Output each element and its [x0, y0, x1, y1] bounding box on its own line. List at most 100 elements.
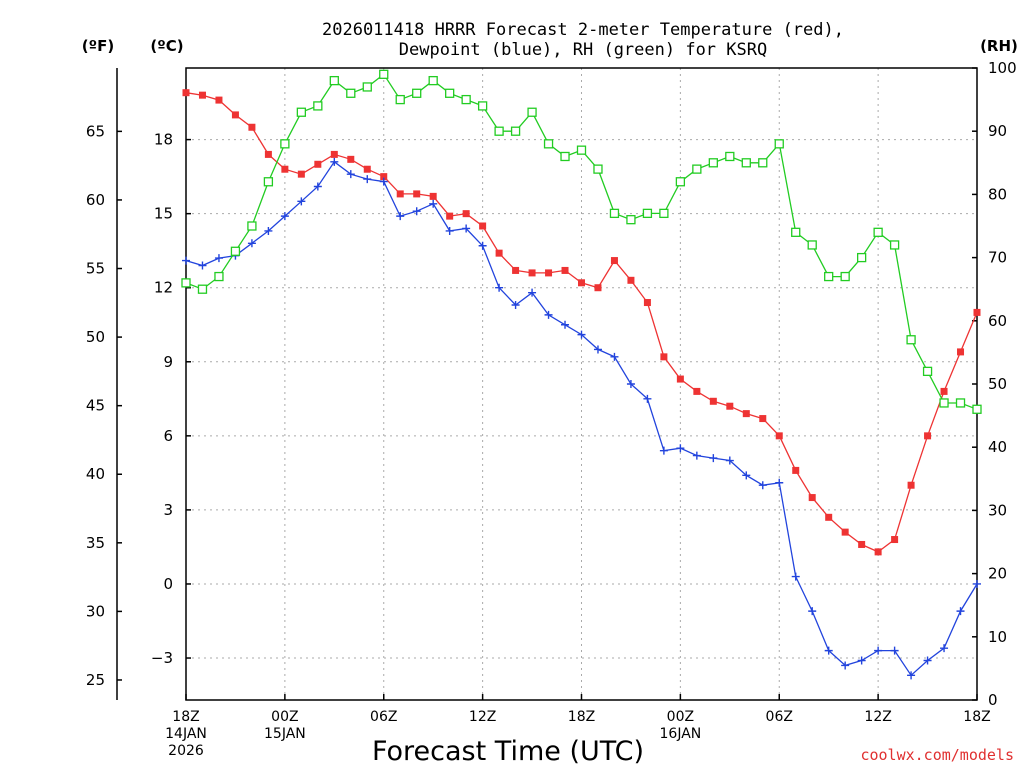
dewpoint-point	[297, 197, 306, 206]
temperature-point	[957, 348, 965, 356]
rh-axis: 0 10 20 30 40 50 60 70 80 90 100	[972, 59, 1017, 709]
celsius-unit-label: (ºC)	[150, 37, 183, 55]
rh-point	[642, 208, 653, 219]
dewpoint-point	[412, 207, 421, 216]
plot-frame	[185, 67, 978, 701]
temperature-point	[413, 190, 421, 198]
temperature-point	[248, 123, 256, 131]
rh-point	[972, 404, 982, 414]
gridlines	[186, 68, 977, 700]
rh-point	[477, 101, 488, 111]
temperature-point	[462, 210, 470, 218]
dewpoint-point	[495, 283, 504, 292]
x-tick-label: 06Z	[766, 709, 793, 725]
dewpoint-point	[890, 646, 899, 655]
dewpoint-point	[330, 157, 339, 166]
rh-point	[247, 221, 257, 231]
dewpoint-point	[841, 661, 850, 670]
temperature-point	[314, 160, 322, 168]
rh-point	[659, 208, 669, 219]
dewpoint-point	[198, 261, 207, 270]
temperature-point	[594, 284, 602, 292]
rh-point	[494, 126, 504, 136]
temperature-point	[380, 173, 388, 181]
dewpoint-point	[973, 579, 981, 588]
rh-point	[626, 215, 636, 225]
credit-link[interactable]: coolwx.com/models	[860, 746, 1014, 764]
f-tick-label: 50	[86, 328, 105, 346]
dewpoint-point	[346, 170, 355, 179]
rh-point	[939, 398, 949, 408]
rh-line	[185, 73, 978, 410]
dewpoint-point	[907, 671, 916, 680]
rh-point	[955, 398, 966, 408]
dewpoint-point	[742, 471, 751, 480]
rh-point	[263, 177, 274, 187]
dewpoint-point	[429, 199, 438, 208]
rh-point	[576, 145, 587, 155]
x-tick-label: 00Z	[667, 709, 694, 725]
temperature-point	[495, 249, 503, 257]
temperature-point	[874, 548, 882, 556]
temperature-point	[264, 150, 272, 158]
dewpoint-point	[676, 444, 685, 453]
dewpoint-point	[478, 241, 487, 250]
dewpoint-point	[940, 644, 949, 653]
chart-title-line2: Dewpoint (blue), RH (green) for KSRQ	[399, 40, 767, 60]
rh-point	[461, 94, 471, 105]
temperature-point	[198, 91, 206, 99]
rh-point	[889, 240, 900, 250]
rh-point	[329, 75, 339, 86]
temperature-point	[775, 432, 783, 440]
x-tick-label: 18Z	[568, 709, 595, 725]
rh-point	[791, 227, 801, 237]
rh-point	[758, 158, 768, 168]
dewpoint-point	[363, 175, 372, 184]
temperature-point	[841, 528, 849, 536]
rh-point	[741, 158, 751, 168]
dewpoint-point	[313, 182, 322, 191]
f-tick-label: 30	[86, 602, 105, 620]
dewpoint-point	[445, 226, 454, 235]
temperature-point	[561, 266, 569, 274]
dewpoint-point	[626, 380, 635, 388]
rh-point	[906, 335, 916, 345]
f-tick-label: 45	[86, 397, 105, 415]
temperature-point	[891, 536, 899, 544]
f-tick-label: 55	[86, 260, 105, 278]
temperature-point	[429, 192, 437, 200]
temperature-point	[528, 269, 536, 277]
rh-point	[774, 139, 784, 149]
x-tick-label: 18Z	[963, 709, 990, 725]
rh-point	[445, 88, 455, 98]
rh-point	[181, 278, 191, 288]
dewpoint-line	[185, 160, 978, 677]
temperature-point	[215, 96, 223, 104]
rh-point	[527, 107, 537, 117]
x-tick-label: 12Z	[864, 709, 891, 725]
fahrenheit-axis: 25 30 35 40 45 50 55 60 65	[86, 122, 122, 689]
c-tick-label: 0	[163, 575, 173, 593]
dewpoint-point	[528, 288, 537, 297]
dewpoint-point	[956, 607, 965, 616]
rh-point	[609, 208, 620, 219]
f-tick-label: 60	[86, 191, 105, 209]
f-tick-label: 25	[86, 671, 105, 689]
x-tick-label: 00Z	[271, 709, 298, 725]
x-tick-label: 2026	[168, 743, 204, 759]
temperature-point	[281, 165, 289, 173]
dewpoint-point	[659, 446, 668, 455]
temperature-point	[545, 269, 553, 277]
x-tick-label: 14JAN	[165, 726, 207, 742]
dewpoint-point	[593, 345, 602, 354]
rh-point	[214, 271, 224, 282]
temperature-point	[973, 308, 981, 316]
temperature-point	[479, 222, 487, 230]
f-tick-label: 35	[86, 534, 105, 552]
dewpoint-point	[775, 478, 784, 487]
dewpoint-point	[182, 256, 190, 265]
c-tick-label: 18	[154, 131, 173, 149]
x-tick-label: 06Z	[370, 709, 397, 725]
temperature-point	[825, 513, 833, 521]
